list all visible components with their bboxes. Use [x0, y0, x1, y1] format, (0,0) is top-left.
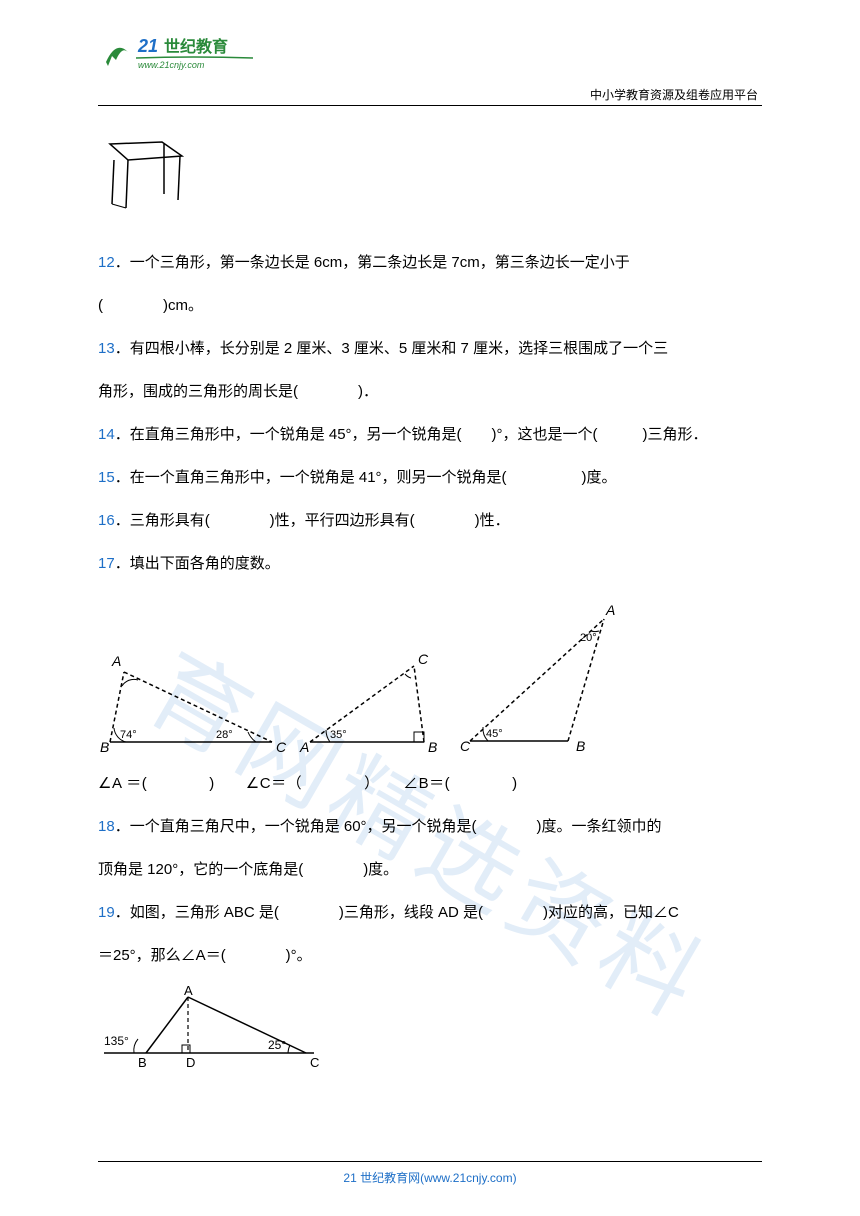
- svg-text:A: A: [184, 983, 193, 998]
- qnum-18: 18: [98, 818, 115, 835]
- header-tagline: 中小学教育资源及组卷应用平台: [98, 86, 762, 103]
- svg-text:C: C: [460, 738, 471, 754]
- header-divider: [98, 105, 762, 106]
- q17-fig1-angle-b: 74°: [120, 729, 137, 741]
- question-17: 17．填出下面各角的度数。: [98, 544, 762, 583]
- question-15: 15．在一个直角三角形中，一个锐角是 41°，则另一个锐角是( )度。: [98, 458, 762, 497]
- q17-fig3-angle-a: 20°: [580, 632, 597, 644]
- q19-angle-c: 25°: [268, 1038, 286, 1052]
- svg-text:B: B: [138, 1055, 147, 1070]
- question-12: 12．一个三角形，第一条边长是 6cm，第二条边长是 7cm，第三条边长一定小于: [98, 243, 762, 282]
- svg-text:D: D: [186, 1055, 195, 1070]
- question-12b: ( )cm。: [98, 286, 762, 325]
- footer: 21 世纪教育网(www.21cnjy.com): [0, 1169, 860, 1186]
- q17-fig1-angle-c: 28°: [216, 729, 233, 741]
- q17-answers: ∠A ＝( ) ∠C＝（ ） ∠B＝( ): [98, 770, 762, 797]
- qnum-12: 12: [98, 254, 115, 271]
- q17-fig2: A B C 35°: [298, 638, 448, 756]
- svg-text:21: 21: [137, 36, 158, 56]
- qnum-15: 15: [98, 469, 115, 486]
- qnum-14: 14: [98, 426, 115, 443]
- question-13b: 角形，围成的三角形的周长是( )．: [98, 372, 762, 411]
- q17-fig2-angle-a: 35°: [330, 729, 347, 741]
- svg-text:C: C: [418, 651, 429, 667]
- svg-text:www.21cnjy.com: www.21cnjy.com: [138, 60, 205, 70]
- qnum-16: 16: [98, 512, 115, 529]
- svg-text:C: C: [276, 739, 287, 755]
- q17-fig3-angle-c: 45°: [486, 728, 503, 740]
- question-18: 18．一个直角三角尺中，一个锐角是 60°，另一个锐角是( )度。一条红领巾的: [98, 807, 762, 846]
- q17-fig3: A C B 45° 20°: [458, 601, 628, 756]
- qnum-17: 17: [98, 555, 115, 572]
- svg-text:A: A: [299, 739, 309, 755]
- qnum-19: 19: [98, 904, 115, 921]
- question-16: 16．三角形具有( )性，平行四边形具有( )性．: [98, 501, 762, 540]
- svg-text:A: A: [111, 653, 121, 669]
- svg-text:B: B: [428, 739, 437, 755]
- q17-fig1: A B C 74° 28°: [98, 638, 288, 756]
- qnum-13: 13: [98, 340, 115, 357]
- logo-svg: 21 世纪教育 www.21cnjy.com: [98, 32, 278, 76]
- svg-text:B: B: [100, 739, 109, 755]
- question-19: 19．如图，三角形 ABC 是( )三角形，线段 AD 是( )对应的高，已知∠…: [98, 893, 762, 932]
- question-14: 14．在直角三角形中，一个锐角是 45°，另一个锐角是( )°，这也是一个( )…: [98, 415, 762, 454]
- table-figure: [98, 136, 762, 219]
- logo: 21 世纪教育 www.21cnjy.com: [98, 32, 762, 80]
- svg-text:A: A: [605, 602, 615, 618]
- footer-divider: [98, 1161, 762, 1162]
- question-13: 13．有四根小棒，长分别是 2 厘米、3 厘米、5 厘米和 7 厘米，选择三根围…: [98, 329, 762, 368]
- q19-figure: A B D C 135° 25°: [98, 983, 762, 1076]
- q17-figures: A B C 74° 28° A B C 35° A C: [98, 601, 762, 756]
- svg-text:世纪教育: 世纪教育: [164, 37, 228, 56]
- svg-text:B: B: [576, 738, 585, 754]
- question-19b: ＝25°，那么∠A＝( )°。: [98, 936, 762, 975]
- question-18b: 顶角是 120°，它的一个底角是( )度。: [98, 850, 762, 889]
- q19-angle-extb: 135°: [104, 1034, 129, 1048]
- svg-text:C: C: [310, 1055, 319, 1070]
